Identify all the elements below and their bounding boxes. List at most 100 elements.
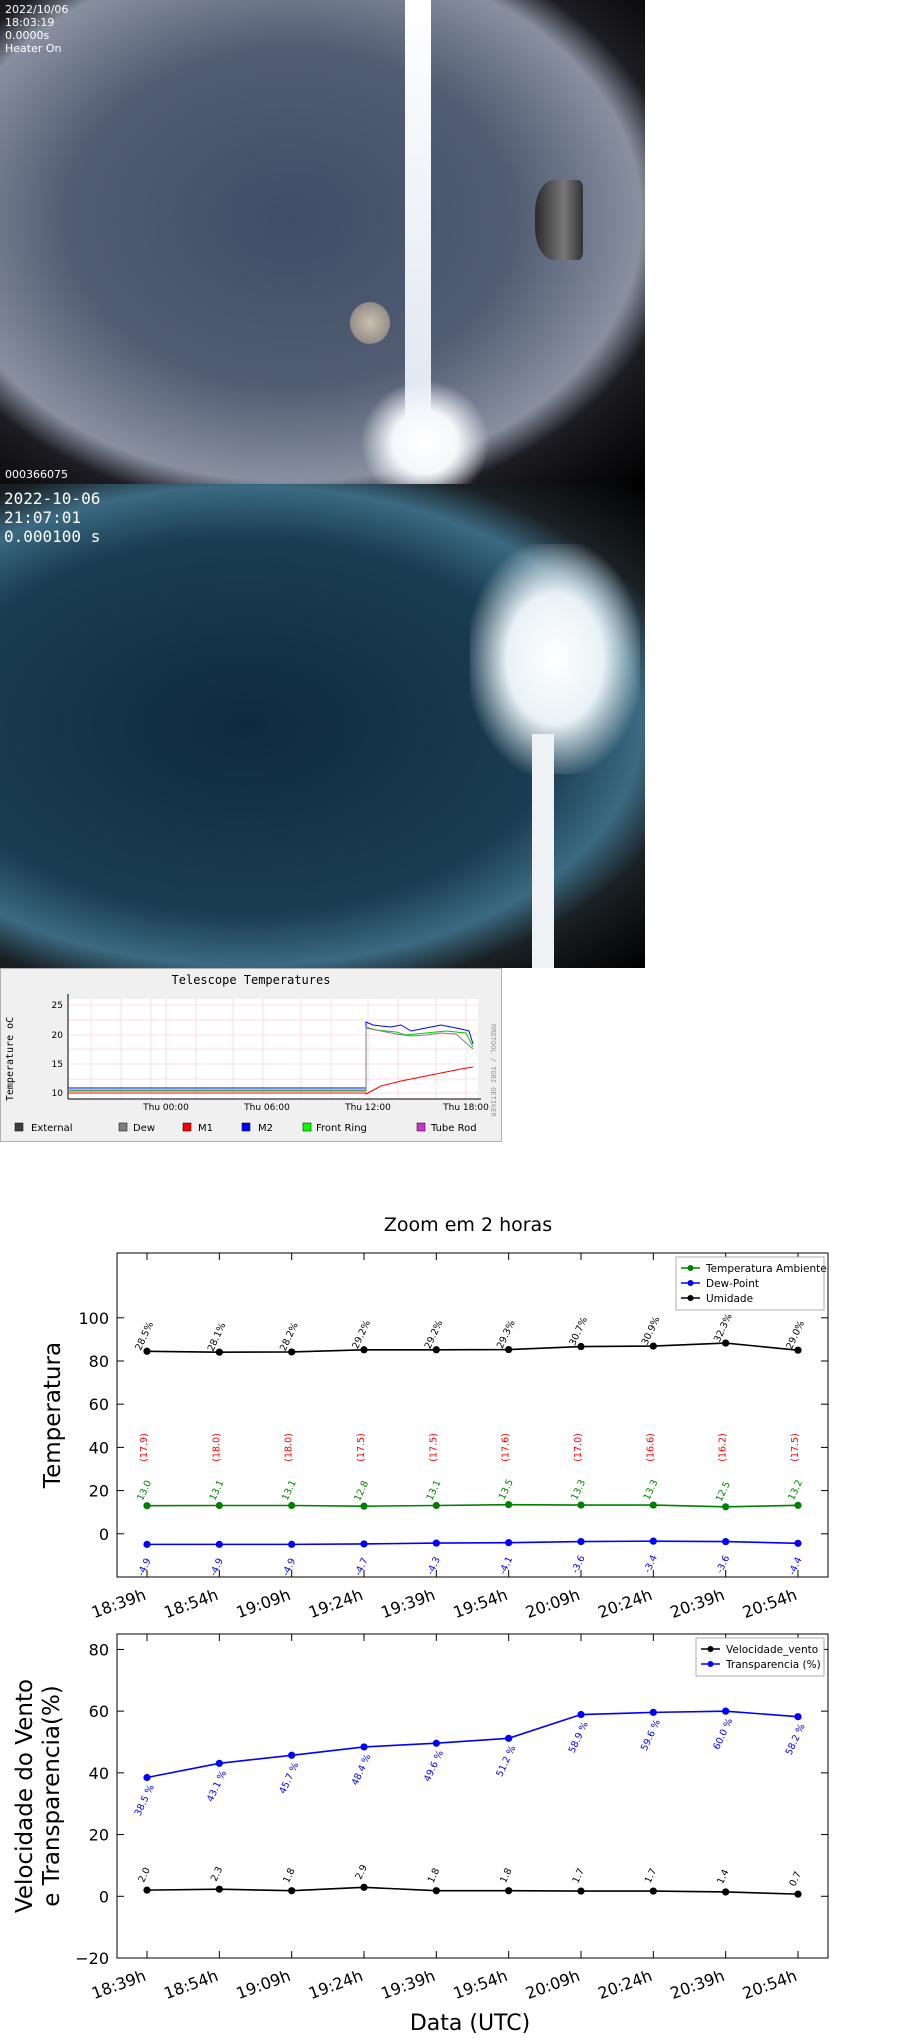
- xtick-label: 19:39h: [378, 1966, 437, 2003]
- legend-label-m1: M1: [198, 1123, 213, 1134]
- camera1-info: 2022/10/06 18:03:19 0.0000s Heater On: [5, 3, 68, 55]
- telescope-ytick: 10: [52, 1089, 64, 1099]
- legend-swatch-external: [14, 1122, 24, 1132]
- xtick-label: 20:09h: [523, 1585, 582, 1622]
- legend-box: [695, 1637, 825, 1677]
- legend-label-m2: M2: [258, 1123, 273, 1134]
- xtick-label: 18:39h: [89, 1966, 148, 2003]
- telescope-x-ticks: Thu 00:00 Thu 06:00 Thu 12:00 Thu 18:00: [142, 1103, 489, 1113]
- legend-swatch-m2: [241, 1122, 251, 1132]
- telescope-ytick: 25: [52, 1001, 63, 1011]
- ytick-label: 80: [89, 1352, 109, 1371]
- allsky-camera-image-2: 2022-10-06 21:07:01 0.000100 s: [0, 484, 645, 968]
- series-point: [143, 1347, 151, 1355]
- y-axis-label: Temperatura: [40, 1342, 66, 1489]
- camera1-heater: Heater On: [5, 42, 62, 55]
- series-point: [505, 1539, 513, 1547]
- telescope-xtick: Thu 00:00: [142, 1103, 189, 1113]
- telescope-legend: External Dew M1 M2 Front Ring Tube Rod: [14, 1122, 477, 1134]
- series-point: [360, 1540, 368, 1548]
- series-point: [577, 1501, 585, 1509]
- series-point: [360, 1883, 368, 1891]
- xtick-label: 20:39h: [668, 1966, 727, 2003]
- series-point: [794, 1539, 802, 1547]
- extra-data-label: (16.2): [718, 1433, 729, 1462]
- series-point: [794, 1501, 802, 1509]
- sun-glare: [360, 380, 490, 484]
- camera2-date: 2022-10-06: [4, 489, 101, 508]
- xtick-label: 19:09h: [234, 1585, 293, 1622]
- series-point: [360, 1502, 368, 1510]
- camera2-info: 2022-10-06 21:07:01 0.000100 s: [4, 489, 100, 546]
- series-point: [432, 1887, 440, 1895]
- series-point: [794, 1346, 802, 1354]
- series-point: [794, 1890, 802, 1898]
- series-point: [143, 1540, 151, 1548]
- telescope-line-m2: [68, 1021, 474, 1089]
- extra-data-label: (18.0): [284, 1433, 295, 1462]
- legend-label-front-ring: Front Ring: [316, 1123, 367, 1134]
- series-line-0: [146, 1503, 799, 1508]
- telescope-ytick: 20: [52, 1031, 64, 1041]
- temperature-chart: 0 20 40 60 80 100 18:39h 18:54h 19:09h 19:24h 19:3…: [40, 1252, 829, 1622]
- sun-smear-streak: [405, 0, 431, 430]
- camera1-frame-id: 000366075: [5, 468, 68, 481]
- series-point: [288, 1348, 296, 1356]
- ytick-label: 100: [78, 1309, 109, 1328]
- telescope-y-ticks: 25 20 15 10: [52, 1001, 64, 1099]
- extra-data-label: (16.6): [645, 1433, 656, 1462]
- camera1-date: 2022/10/06: [5, 3, 69, 16]
- telescope-line-dew: [68, 1027, 474, 1091]
- sun-glare: [470, 544, 640, 774]
- series-point: [722, 1707, 730, 1715]
- series-point: [432, 1501, 440, 1510]
- ytick-label: 80: [89, 1640, 109, 1659]
- xtick-label: 19:54h: [451, 1966, 510, 2003]
- camera2-time: 21:07:01: [4, 508, 82, 527]
- series-line-2: [146, 1342, 799, 1353]
- telescope-y-label: Temperature oC: [5, 1017, 16, 1101]
- telescope-line-m1: [68, 1066, 474, 1095]
- telescope-graph-title: Telescope Temperatures: [172, 973, 331, 987]
- legend-swatch-dew: [118, 1122, 128, 1132]
- xtick-label: 19:24h: [306, 1585, 365, 1622]
- series-point: [505, 1734, 513, 1742]
- xtick-label: 20:54h: [740, 1585, 799, 1622]
- telescope-line-front-ring: [68, 1026, 474, 1092]
- chart-title: Zoom em 2 horas: [384, 1214, 552, 1236]
- legend-swatch-m1: [182, 1122, 192, 1132]
- series-point: [505, 1501, 513, 1509]
- series-point: [215, 1759, 223, 1767]
- legend-swatch-front-ring: [302, 1122, 312, 1132]
- xtick-label: 19:39h: [378, 1585, 437, 1622]
- xtick-label: 18:39h: [89, 1585, 148, 1622]
- series-point: [722, 1888, 730, 1896]
- legend-swatch-tube-rod: [416, 1122, 426, 1132]
- series-point: [288, 1501, 296, 1510]
- legend-label: Transparencia (%): [725, 1659, 821, 1671]
- dome-structure: [535, 180, 583, 260]
- xtick-label: 20:24h: [595, 1966, 654, 2003]
- extra-data-label: (17.6): [501, 1433, 512, 1462]
- ytick-label: 40: [89, 1764, 109, 1783]
- series-point: [360, 1346, 368, 1354]
- ytick-label: 20: [89, 1826, 109, 1845]
- xtick-label: 19:09h: [234, 1966, 293, 2003]
- legend-marker: [687, 1280, 694, 1286]
- series-point: [577, 1710, 585, 1719]
- xtick-label: 20:24h: [595, 1585, 654, 1622]
- series-point: [288, 1751, 296, 1759]
- series-point: [577, 1537, 585, 1546]
- plot-frame: [116, 1633, 829, 1959]
- series-point: [649, 1887, 657, 1895]
- telescope-side-label: RRDTOOL / TOBI OETIKER: [489, 1024, 497, 1118]
- legend-label: Temperatura Ambiente: [705, 1263, 827, 1275]
- ytick-label: 0: [99, 1525, 109, 1544]
- ytick-label: 0: [99, 1887, 109, 1906]
- telescope-grid: [68, 999, 478, 1099]
- x-axis-label: Data (UTC): [410, 2011, 530, 2036]
- legend-label-dew: Dew: [133, 1123, 155, 1134]
- series-point: [432, 1539, 440, 1547]
- telescope-ytick: 15: [52, 1060, 63, 1070]
- y-axis-label: Velocidade do Ventoe Transparencia(%): [12, 1679, 65, 1913]
